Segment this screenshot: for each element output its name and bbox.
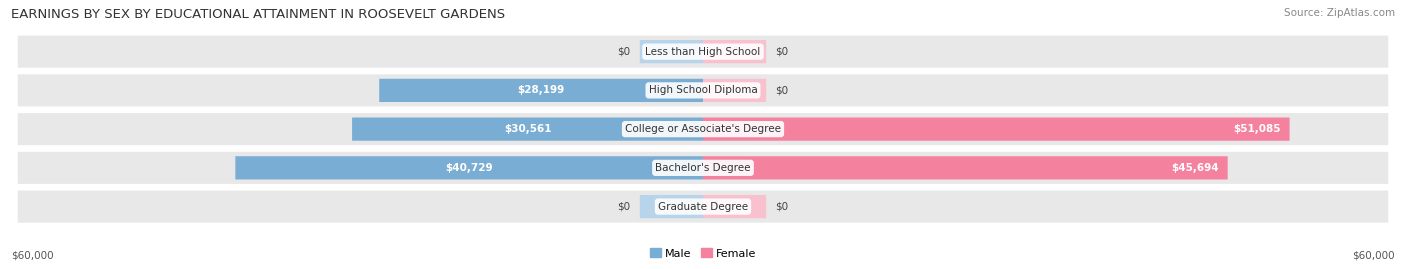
FancyBboxPatch shape [235, 156, 703, 179]
Text: High School Diploma: High School Diploma [648, 85, 758, 95]
Text: $51,085: $51,085 [1233, 124, 1281, 134]
FancyBboxPatch shape [640, 195, 703, 218]
Text: $0: $0 [775, 201, 789, 212]
Text: $0: $0 [617, 201, 631, 212]
Text: Source: ZipAtlas.com: Source: ZipAtlas.com [1284, 8, 1395, 18]
Text: $0: $0 [775, 47, 789, 57]
Text: $0: $0 [775, 85, 789, 95]
Text: $60,000: $60,000 [11, 251, 53, 261]
FancyBboxPatch shape [703, 156, 1227, 179]
Text: $28,199: $28,199 [517, 85, 565, 95]
Text: $40,729: $40,729 [446, 163, 494, 173]
FancyBboxPatch shape [703, 118, 1289, 141]
Text: Bachelor's Degree: Bachelor's Degree [655, 163, 751, 173]
Text: $60,000: $60,000 [1353, 251, 1395, 261]
FancyBboxPatch shape [703, 79, 766, 102]
FancyBboxPatch shape [703, 40, 766, 63]
FancyBboxPatch shape [17, 34, 1389, 69]
Text: $45,694: $45,694 [1171, 163, 1219, 173]
Text: Graduate Degree: Graduate Degree [658, 201, 748, 212]
FancyBboxPatch shape [17, 73, 1389, 108]
FancyBboxPatch shape [703, 195, 766, 218]
Text: $30,561: $30,561 [503, 124, 551, 134]
FancyBboxPatch shape [352, 118, 703, 141]
Text: EARNINGS BY SEX BY EDUCATIONAL ATTAINMENT IN ROOSEVELT GARDENS: EARNINGS BY SEX BY EDUCATIONAL ATTAINMEN… [11, 8, 505, 21]
FancyBboxPatch shape [380, 79, 703, 102]
FancyBboxPatch shape [17, 112, 1389, 147]
Legend: Male, Female: Male, Female [645, 244, 761, 263]
Text: Less than High School: Less than High School [645, 47, 761, 57]
FancyBboxPatch shape [640, 40, 703, 63]
Text: College or Associate's Degree: College or Associate's Degree [626, 124, 780, 134]
Text: $0: $0 [617, 47, 631, 57]
FancyBboxPatch shape [17, 150, 1389, 185]
FancyBboxPatch shape [17, 189, 1389, 224]
